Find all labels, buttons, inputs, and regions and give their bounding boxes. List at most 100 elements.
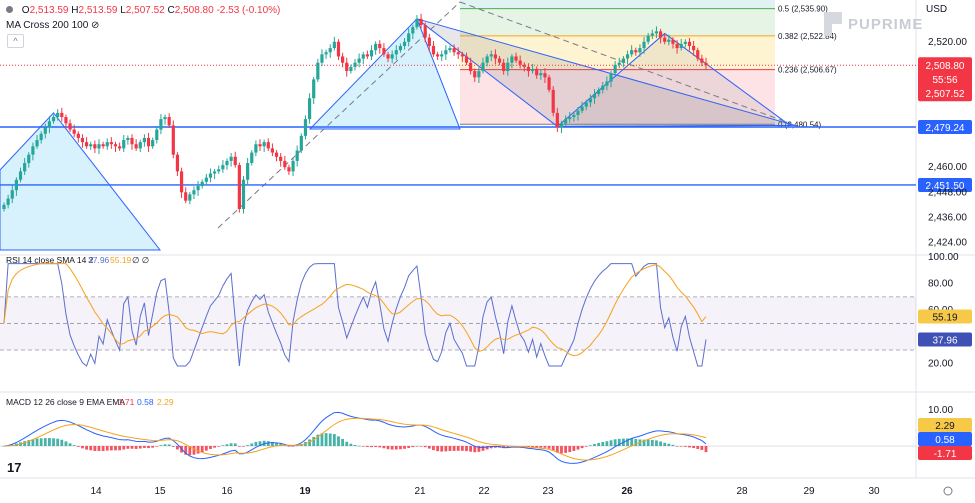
macd-hist-bar: [250, 443, 254, 446]
candle: [671, 39, 675, 44]
macd-hist-bar: [456, 446, 460, 451]
macd-hist-bar: [440, 446, 444, 452]
macd-hist-bar: [308, 439, 311, 446]
candle: [246, 163, 250, 180]
candle: [481, 62, 485, 72]
candle: [295, 150, 299, 161]
price-tick-label: 2,424.00: [928, 237, 967, 248]
candle: [93, 144, 97, 149]
candle: [617, 62, 621, 65]
macd-hist-bar: [167, 444, 171, 446]
macd-hist-bar: [477, 446, 481, 452]
macd-hist-bar: [617, 438, 621, 446]
macd-hist-bar: [337, 436, 340, 446]
candle: [341, 56, 345, 63]
candle: [47, 121, 52, 128]
candle: [51, 117, 56, 122]
candle: [345, 62, 349, 72]
macd-hist-bar: [275, 442, 278, 446]
macd-hist-bar: [502, 446, 506, 449]
macd-hist-bar: [700, 446, 704, 450]
macd-hist-bar: [64, 441, 68, 446]
candle: [10, 190, 14, 199]
indicator-legend[interactable]: MA Cross 200 100 ⊘: [6, 20, 100, 31]
candle: [687, 41, 692, 46]
candle: [650, 33, 654, 36]
macd-hist-bar: [217, 446, 221, 447]
visibility-icon[interactable]: ⊘: [91, 20, 100, 31]
candle: [126, 137, 130, 141]
candle: [576, 110, 580, 115]
price-tick-label: 2,460.00: [928, 162, 967, 173]
support-price-tag: [918, 119, 972, 134]
macd-hist-bar: [696, 446, 700, 450]
candle: [279, 156, 283, 161]
candle: [80, 137, 85, 143]
candle: [460, 54, 464, 57]
candle: [357, 58, 361, 63]
candle: [35, 140, 39, 147]
macd-hist-bar: [225, 444, 229, 446]
macd-tick-label: 10.00: [928, 405, 953, 416]
currency-label[interactable]: USD: [926, 4, 948, 15]
candle: [551, 89, 555, 113]
macd-hist-bar: [48, 438, 51, 446]
macd-hist-bar: [147, 446, 150, 449]
macd-hist-bar: [444, 446, 448, 452]
macd-hist-bar: [547, 446, 551, 449]
candle: [402, 41, 407, 46]
macd-hist-bar: [221, 445, 225, 446]
macd-hist-bar: [588, 445, 592, 446]
candle: [151, 140, 155, 147]
macd-hist-bar: [93, 446, 97, 451]
fib-level-label: 0.5 (2,535.90): [778, 5, 828, 14]
macd-hist-bar: [200, 446, 204, 453]
brand-logo: PUPRIME: [818, 8, 928, 38]
eye-icon[interactable]: [6, 6, 13, 13]
candle: [225, 160, 229, 166]
candle: [217, 169, 221, 172]
macd-hist-bar: [659, 441, 662, 446]
last-price-tag: [918, 57, 972, 102]
macd-hist-bar: [663, 442, 667, 446]
candle: [97, 144, 101, 149]
candle: [155, 129, 159, 141]
macd-hist-bar: [176, 446, 179, 450]
macd-hist-bar: [382, 446, 386, 449]
time-tick-label: 23: [542, 486, 554, 497]
rsi-tick-label: 20.00: [928, 358, 953, 369]
candle: [456, 52, 460, 55]
candle: [349, 66, 353, 72]
macd-hist-bar: [626, 438, 629, 446]
candle: [592, 94, 597, 99]
macd-hist-bar: [543, 446, 547, 448]
candle: [84, 142, 89, 147]
candle: [559, 123, 564, 128]
macd-legend-title: MACD 12 26 close 9 EMA EMA: [6, 397, 125, 407]
candle: [518, 60, 522, 65]
rsi-tick-label: 80.00: [928, 279, 953, 290]
candle: [179, 171, 184, 193]
collapse-icon[interactable]: ^: [7, 34, 24, 48]
price-tick-label: 2,448.00: [928, 187, 967, 198]
candle: [493, 54, 497, 59]
macd-hist-bar: [361, 446, 365, 447]
macd-hist-bar: [539, 446, 543, 448]
ohlc-readout: O2,513.59 H2,513.59 L2,507.52 C2,508.80 …: [6, 5, 280, 16]
macd-hist-bar: [130, 446, 134, 449]
candle: [435, 54, 440, 57]
rsi-legend-value: 37.96: [88, 255, 110, 265]
candle: [489, 54, 493, 57]
settings-icon[interactable]: [943, 486, 953, 496]
candle: [258, 144, 262, 147]
macd-hist-bar: [452, 446, 456, 451]
tradingview-logo[interactable]: 17: [7, 460, 22, 475]
macd-hist-bar: [287, 446, 291, 447]
time-tick-label: 28: [736, 486, 748, 497]
macd-hist-bar: [448, 446, 452, 451]
macd-hist-bar: [242, 446, 245, 447]
macd-hist-bar: [89, 446, 93, 451]
macd-hist-bar: [650, 439, 654, 446]
candle: [497, 58, 502, 63]
